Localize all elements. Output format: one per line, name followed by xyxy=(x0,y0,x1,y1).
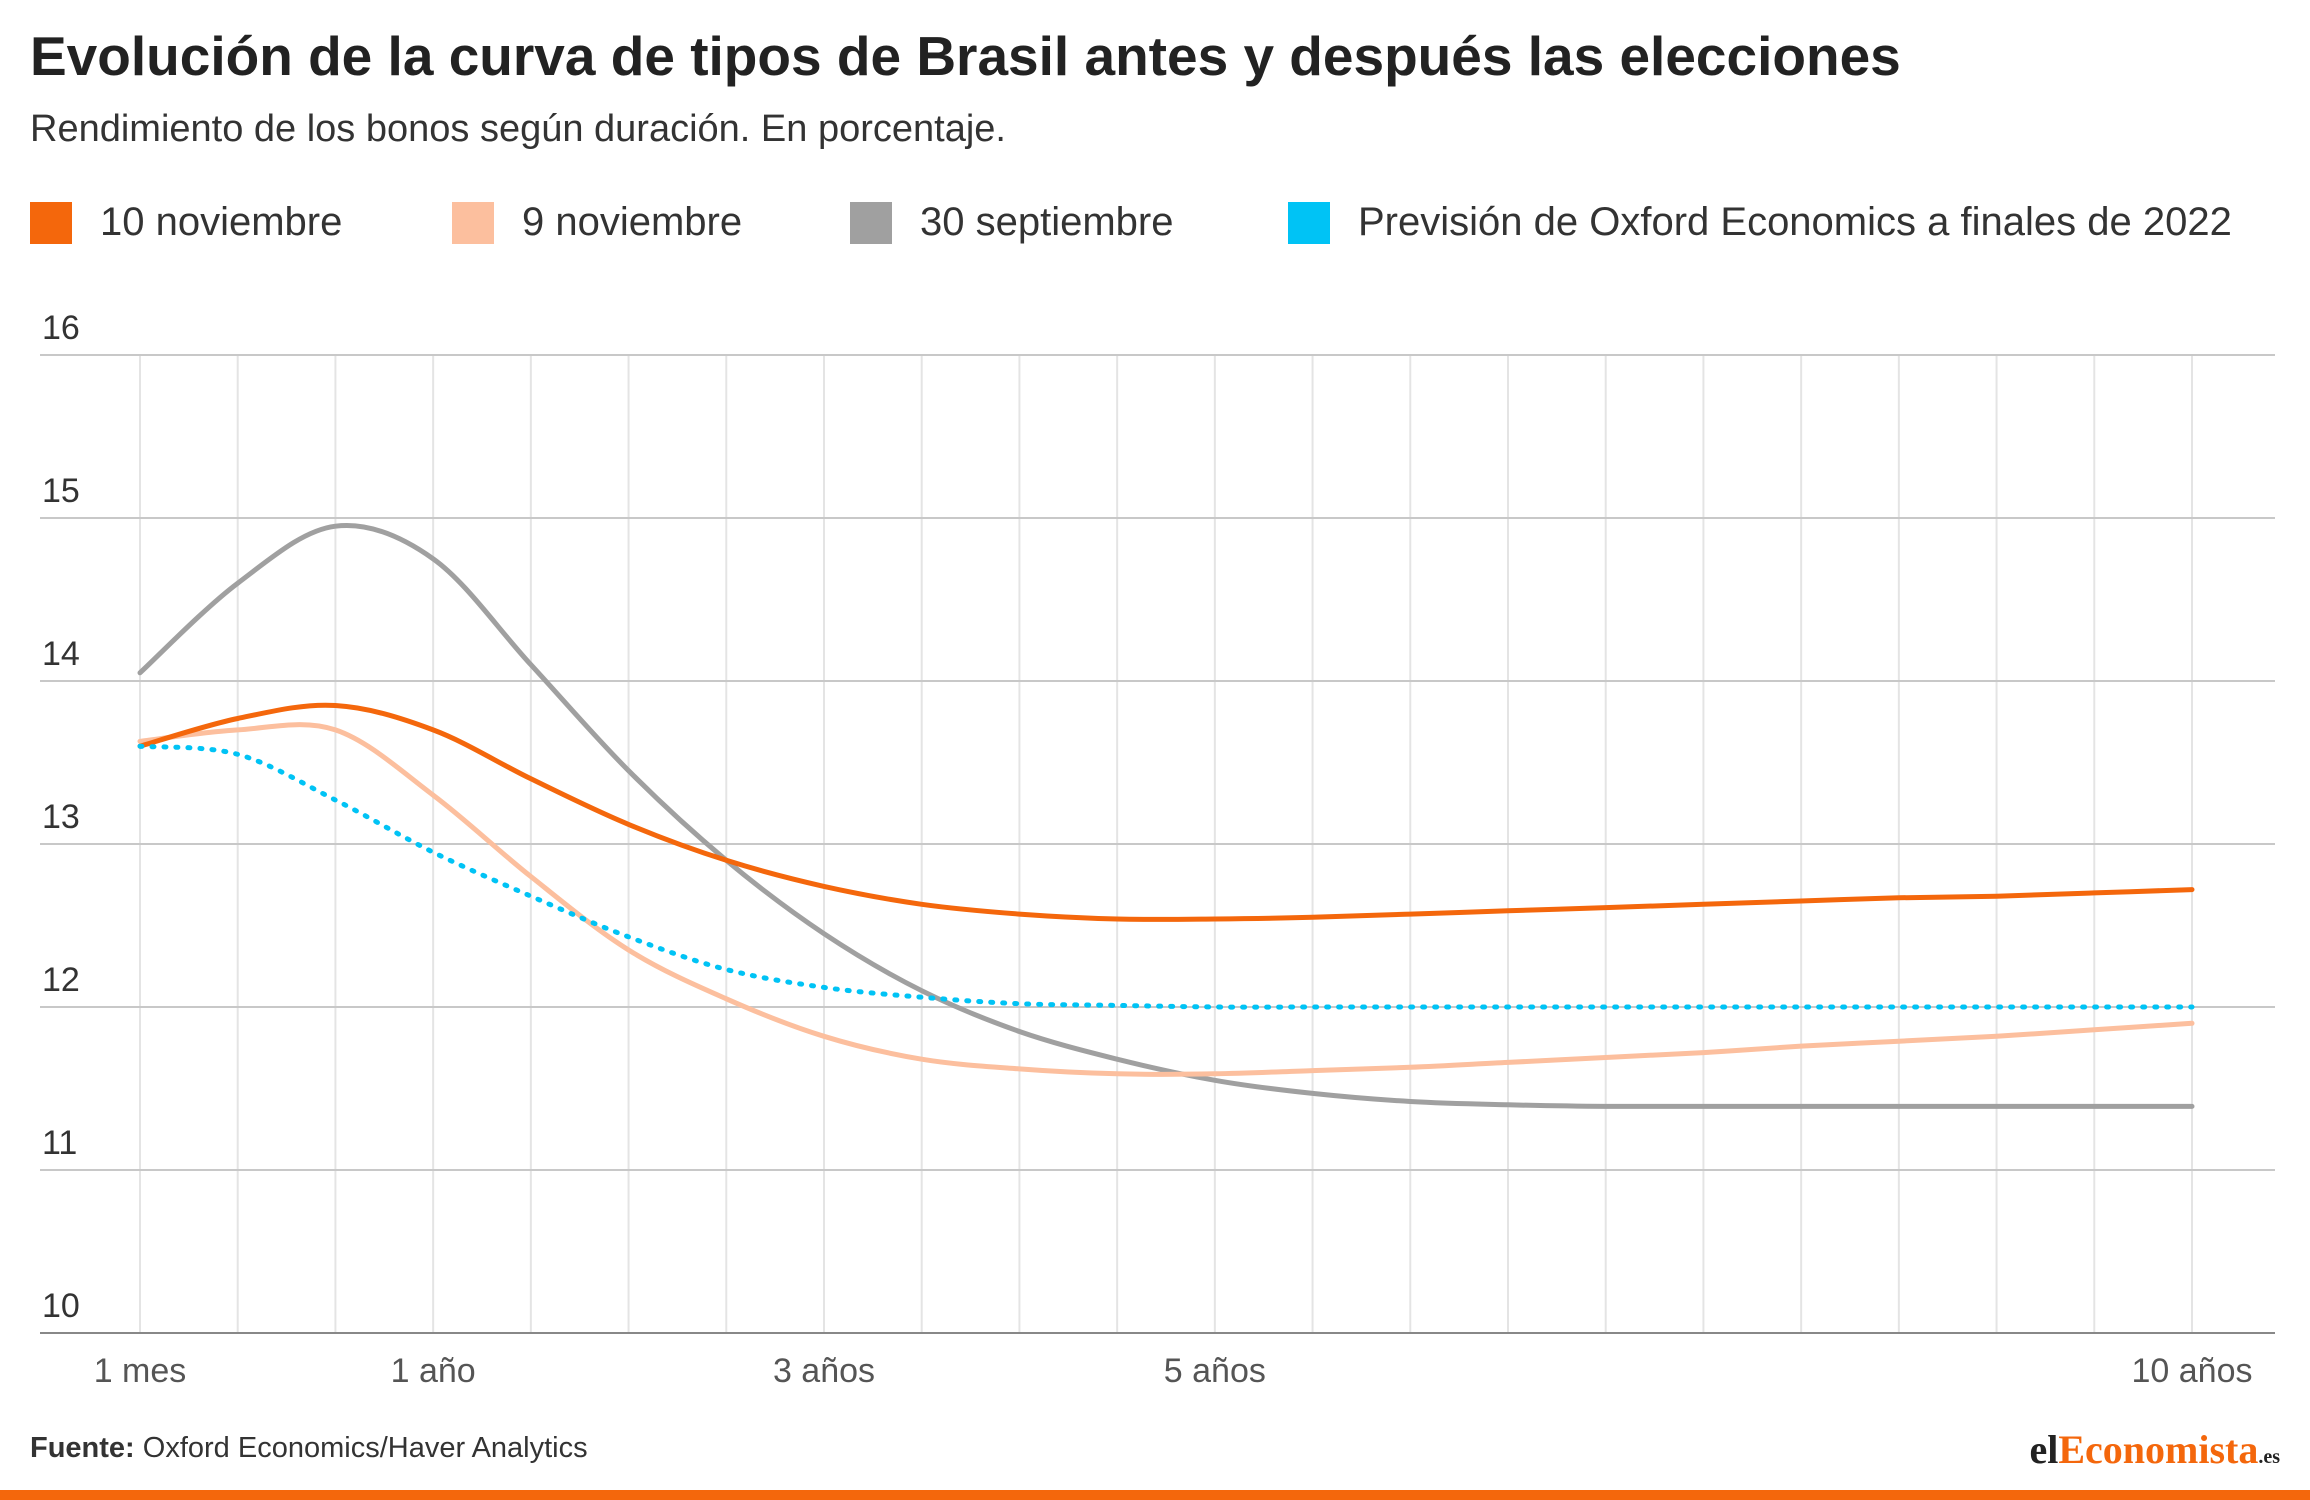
legend-label: 10 noviembre xyxy=(100,200,343,244)
legend-item-10-noviembre: 10 noviembre xyxy=(30,200,342,245)
source-label: Fuente: xyxy=(30,1432,135,1464)
series-line-30-septiembre xyxy=(137,523,2195,1110)
source-note: Fuente: Oxford Economics/Haver Analytics xyxy=(30,1432,588,1465)
legend-item-9-noviembre: 9 noviembre xyxy=(452,200,742,245)
line-chart: 10 11 12 13 14 15 16 1 mes 1 año 3 años 5 años 10 a… xyxy=(40,309,2275,1390)
legend-swatch xyxy=(850,201,892,244)
y-tick-label: 16 xyxy=(42,309,80,347)
legend-label: 9 noviembre xyxy=(522,200,743,244)
brand-bar xyxy=(0,1490,2310,1500)
y-tick-label: 12 xyxy=(42,961,80,999)
logo-part: el xyxy=(2029,1427,2059,1472)
chart-title: Evolución de la curva de tipos de Brasil… xyxy=(30,25,1901,87)
legend-item-prevision-oxford: Previsión de Oxford Economics a finales … xyxy=(1288,200,2232,245)
legend-swatch xyxy=(452,201,494,244)
legend-item-30-septiembre: 30 septiembre xyxy=(850,200,1173,245)
source-text: Oxford Economics/Haver Analytics xyxy=(142,1432,588,1464)
y-tick-label: 13 xyxy=(42,798,80,836)
series-line-prevision-de-oxford-economics-a-finales-de-2022 xyxy=(137,743,2195,1010)
x-tick-label: 5 años xyxy=(1164,1352,1266,1390)
series-line-9-noviembre xyxy=(137,722,2195,1077)
x-tick-label: 10 años xyxy=(2132,1352,2253,1390)
legend-swatch xyxy=(1288,201,1330,244)
eleconomista-logo: elEconomista.es xyxy=(2029,1426,2280,1473)
logo-part: Economista xyxy=(2058,1427,2259,1472)
y-tick-label: 15 xyxy=(42,472,80,510)
x-tick-label: 1 mes xyxy=(94,1352,187,1390)
y-tick-label: 10 xyxy=(42,1287,80,1325)
y-tick-label: 11 xyxy=(42,1124,77,1162)
legend-label: 30 septiembre xyxy=(920,200,1174,244)
logo-part: .es xyxy=(2258,1446,2280,1468)
chart-subtitle: Rendimiento de los bonos según duración.… xyxy=(30,108,1006,150)
legend-label: Previsión de Oxford Economics a finales … xyxy=(1358,200,2232,244)
x-tick-label: 1 año xyxy=(391,1352,476,1390)
series-line-10-noviembre xyxy=(137,702,2195,922)
x-tick-label: 3 años xyxy=(773,1352,875,1390)
legend: 10 noviembre 9 noviembre 30 septiembre P… xyxy=(30,200,2280,256)
y-tick-label: 14 xyxy=(42,635,80,673)
legend-swatch xyxy=(30,201,72,244)
